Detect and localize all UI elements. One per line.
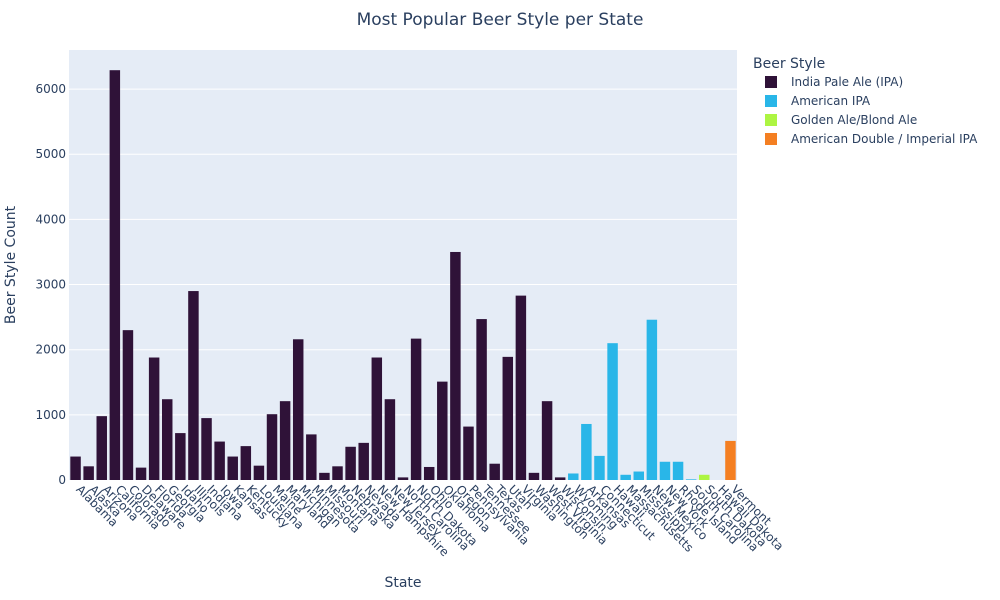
bar — [201, 418, 212, 480]
bar — [633, 471, 645, 480]
bar — [554, 477, 566, 480]
x-axis-ticks: AlabamaAlaskaArizonaCaliforniaColoradoDe… — [73, 482, 786, 560]
bar — [240, 446, 252, 480]
y-axis-title: Beer Style Count — [3, 205, 19, 324]
bar — [646, 319, 658, 480]
bar — [371, 357, 383, 480]
legend-label: Golden Ale/Blond Ale — [791, 113, 917, 127]
bar — [175, 433, 186, 480]
x-axis-title: State — [384, 575, 421, 591]
y-tick-label: 5000 — [35, 147, 66, 161]
y-tick-label: 3000 — [35, 278, 66, 292]
bar — [122, 330, 134, 480]
bar — [699, 474, 710, 480]
bar — [135, 467, 147, 480]
bars — [70, 70, 736, 481]
bar — [148, 357, 160, 480]
bar — [450, 251, 461, 480]
bar — [227, 456, 238, 480]
bar — [502, 356, 514, 480]
bar — [659, 461, 671, 480]
bar — [70, 456, 81, 480]
bar — [568, 473, 579, 480]
bar — [384, 399, 396, 480]
y-tick-label: 2000 — [35, 343, 66, 357]
bar — [214, 441, 225, 480]
bar — [463, 426, 474, 480]
bar — [476, 319, 487, 480]
bar — [83, 466, 94, 480]
bar — [319, 472, 330, 480]
bar — [279, 401, 291, 480]
bar — [161, 399, 173, 480]
bar — [410, 338, 422, 480]
legend-swatch — [765, 133, 777, 145]
bar — [437, 381, 448, 480]
bar — [345, 446, 356, 480]
bar — [725, 440, 736, 480]
legend-label: American IPA — [791, 94, 871, 108]
bar — [109, 70, 121, 481]
bar — [528, 472, 540, 480]
y-tick-label: 1000 — [35, 408, 66, 422]
legend-swatch — [765, 114, 777, 126]
bar — [541, 401, 553, 480]
bar — [685, 479, 697, 480]
bar — [253, 465, 265, 480]
y-tick-label: 6000 — [35, 82, 66, 96]
y-tick-label: 0 — [58, 473, 66, 487]
bar — [594, 455, 605, 480]
bar — [581, 423, 592, 480]
y-tick-label: 4000 — [35, 212, 66, 226]
gridlines — [69, 88, 737, 416]
bar — [489, 463, 500, 480]
legend-swatch — [765, 95, 777, 107]
bar — [358, 442, 369, 480]
bar — [397, 477, 409, 480]
bar — [607, 343, 618, 480]
bar — [515, 295, 527, 480]
legend: Beer Style India Pale Ale (IPA) American … — [753, 56, 978, 146]
legend-title: Beer Style — [753, 56, 825, 72]
bar — [266, 414, 278, 480]
y-axis-ticks: 0 1000 2000 3000 4000 5000 6000 — [35, 82, 66, 487]
bar — [620, 474, 631, 480]
bar — [292, 339, 304, 480]
legend-label: American Double / Imperial IPA — [791, 132, 978, 146]
bar — [188, 291, 199, 480]
bar — [423, 466, 435, 480]
bar — [332, 466, 343, 480]
legend-swatch — [765, 76, 777, 88]
bar — [672, 461, 684, 480]
chart-title: Most Popular Beer Style per State — [357, 10, 644, 30]
bar — [306, 434, 317, 480]
legend-label: India Pale Ale (IPA) — [791, 75, 903, 89]
legend-items: India Pale Ale (IPA) American IPA Golden A… — [765, 75, 978, 146]
plot-area — [69, 50, 737, 480]
bar — [96, 416, 107, 480]
